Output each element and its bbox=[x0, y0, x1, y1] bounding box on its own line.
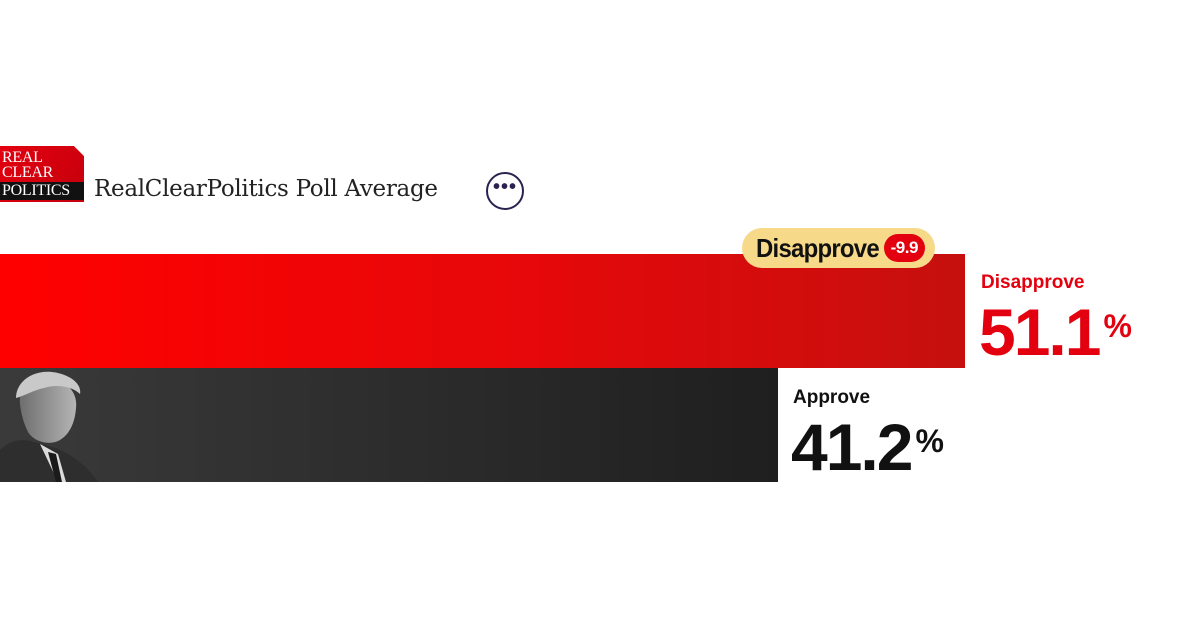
approve-label: Approve bbox=[793, 387, 871, 408]
disapprove-value: 51.1% bbox=[979, 299, 1132, 365]
disapprove-label: Disapprove bbox=[981, 272, 1085, 293]
ellipsis-icon: ••• bbox=[492, 176, 517, 198]
logo-line-2: CLEAR bbox=[2, 164, 53, 181]
spread-badge: Disapprove -9.9 bbox=[742, 228, 935, 268]
approve-unit: % bbox=[915, 423, 944, 459]
approve-value: 41.2% bbox=[791, 414, 944, 480]
spread-value: -9.9 bbox=[883, 234, 925, 262]
disapprove-unit: % bbox=[1103, 308, 1132, 344]
approve-number: 41.2 bbox=[791, 410, 913, 484]
bar-approve bbox=[0, 368, 778, 482]
more-options-button[interactable]: ••• bbox=[486, 172, 524, 210]
portrait-image bbox=[0, 371, 98, 482]
bar-disapprove bbox=[0, 254, 965, 368]
source-title: RealClearPolitics Poll Average bbox=[94, 176, 438, 202]
logo-line-1: REAL bbox=[2, 149, 43, 166]
logo-line-3: POLITICS bbox=[0, 182, 84, 200]
disapprove-number: 51.1 bbox=[979, 295, 1101, 369]
spread-label: Disapprove bbox=[756, 232, 880, 263]
source-logo: REAL CLEAR POLITICS bbox=[0, 146, 84, 202]
